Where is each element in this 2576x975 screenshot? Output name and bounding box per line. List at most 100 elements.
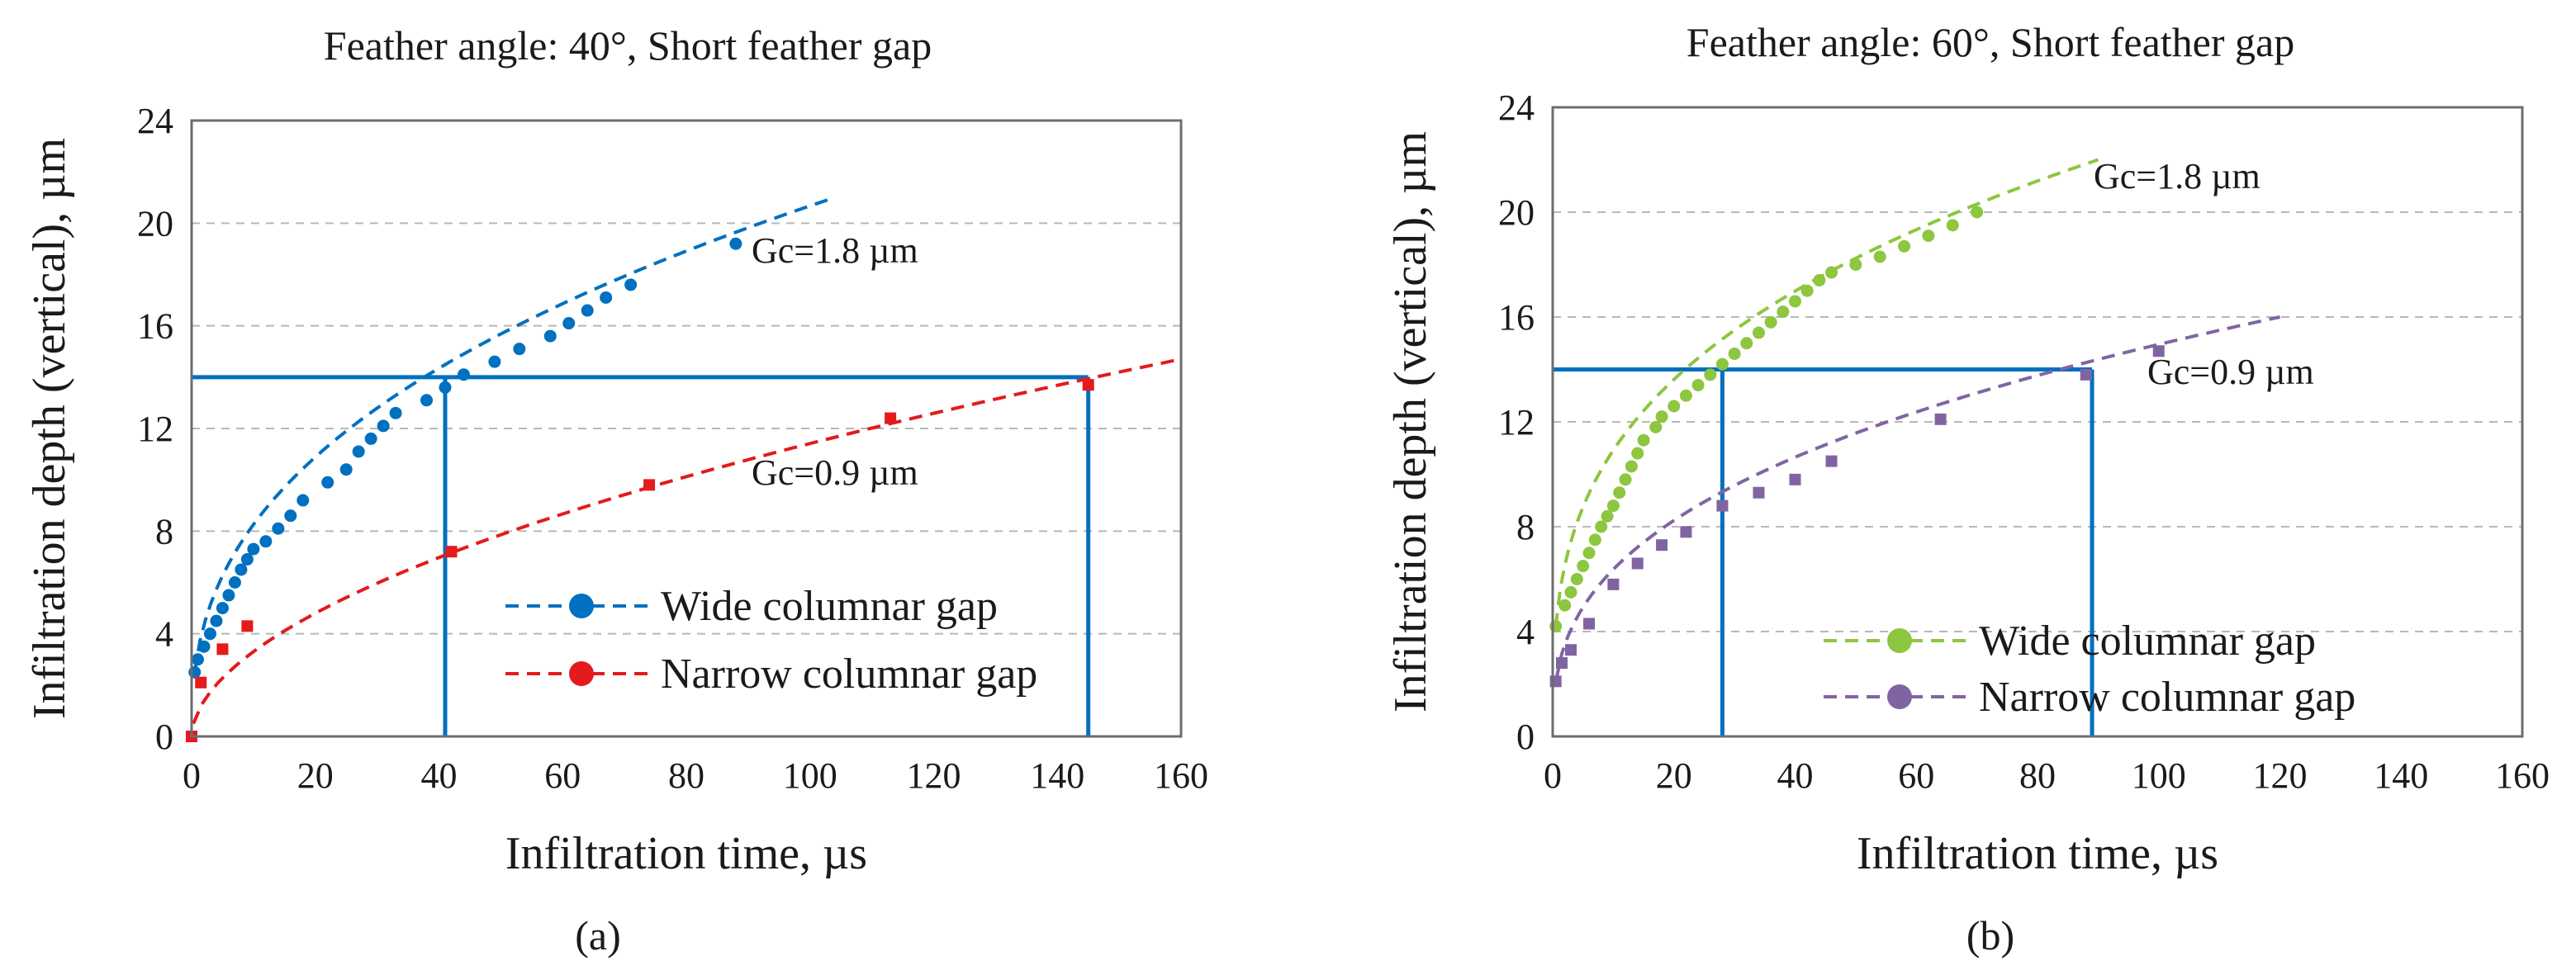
chart-title: Feather angle: 60°, Short feather gap [1686,19,2294,65]
data-point [1873,250,1886,263]
data-point [1577,560,1590,573]
y-tick-label: 16 [1498,297,1535,338]
x-tick-label: 140 [2374,755,2428,796]
legend-marker [569,594,594,618]
data-point [729,237,742,250]
chart-panel-2: Wide columnar gap Narrow columnar gap 0 20 4… [1385,19,2550,958]
data-point [1679,389,1692,402]
data-point [1564,585,1577,599]
data-point [581,304,594,317]
fit-curve-series-2 [1554,315,2280,682]
gc-annotation: Gc=1.8 µm [2094,156,2261,196]
legend-marker [1887,684,1912,709]
data-point [439,381,452,394]
data-point [1789,295,1801,308]
data-point [488,355,501,368]
data-point [247,542,260,556]
data-point [1898,239,1911,253]
fit-curve-series-2 [192,357,1182,725]
panel-label: (b) [1966,912,2014,958]
data-point [321,476,334,489]
data-point [1601,509,1614,523]
y-tick-label: 20 [1498,192,1535,233]
data-point [624,278,638,291]
gc-annotation: Gc=0.9 µm [752,452,918,493]
x-tick-label: 120 [2253,755,2308,796]
data-point [1556,657,1568,670]
data-point [457,368,470,381]
y-tick-label: 16 [137,306,173,347]
legend-marker [1887,628,1912,653]
data-point [1637,433,1650,447]
data-point [216,602,229,615]
data-point [188,665,202,679]
data-point [272,522,285,535]
x-tick-label: 20 [297,755,334,796]
data-point [1631,557,1644,570]
data-point [222,589,235,602]
data-point [1715,357,1729,371]
data-point [1082,379,1094,391]
data-point [513,343,526,356]
x-axis-label: Infiltration time, µs [505,828,867,879]
chart-panel-1: Wide columnar gap Narrow columnar gap 0 20 4… [24,22,1208,958]
data-point [600,291,613,304]
data-point [1946,219,1959,232]
data-point [195,676,207,689]
y-tick-label: 4 [1516,612,1535,652]
data-point [1655,410,1668,424]
x-tick-label: 60 [544,755,581,796]
data-point [197,640,211,653]
data-point [297,494,310,507]
data-point [1631,447,1644,460]
data-point [1558,599,1572,612]
data-point [1595,520,1608,533]
y-tick-label: 0 [1516,717,1535,757]
legend-marker [569,661,594,686]
data-point [1825,455,1838,467]
y-tick-label: 12 [1498,402,1535,443]
legend-label: Wide columnar gap [661,583,998,630]
x-tick-label: 140 [1030,755,1084,796]
y-tick-label: 0 [155,717,173,757]
data-point [1607,578,1620,590]
y-tick-label: 4 [155,614,173,655]
x-tick-label: 100 [783,755,837,796]
data-point [1800,284,1814,297]
chart-title: Feather angle: 40°, Short feather gap [324,22,932,69]
data-point [1764,315,1777,329]
x-tick-label: 60 [1898,755,1934,796]
data-point [1649,420,1663,433]
x-tick-label: 160 [2495,755,2550,796]
x-tick-label: 40 [1777,755,1814,796]
data-point [191,653,204,666]
data-point [562,317,576,330]
x-axis-label: Infiltration time, µs [1857,828,2218,879]
y-axis-label: Infiltration depth (vertical), µm [24,138,75,719]
data-point [1740,337,1753,350]
data-point [235,563,248,576]
data-point [1668,400,1681,413]
fit-curve-series-1 [1554,158,2099,627]
data-point [2080,368,2092,381]
x-tick-label: 40 [421,755,458,796]
x-tick-label: 20 [1656,755,1692,796]
data-point [240,553,254,566]
data-point [1716,499,1729,512]
data-point [1588,533,1601,547]
x-tick-label: 80 [668,755,704,796]
data-point [420,394,434,407]
data-point [1813,274,1826,287]
data-point [1613,486,1626,499]
data-point [284,509,297,523]
data-point [216,643,229,656]
panel-label: (a) [575,912,621,958]
x-tick-label: 80 [2019,755,2056,796]
x-tick-label: 0 [1544,755,1562,796]
y-tick-label: 20 [137,203,173,244]
plot-frame [1551,106,2524,738]
data-point [1728,347,1741,360]
data-point [1625,460,1638,473]
plot-frame [190,119,1183,738]
data-point [1582,547,1596,560]
